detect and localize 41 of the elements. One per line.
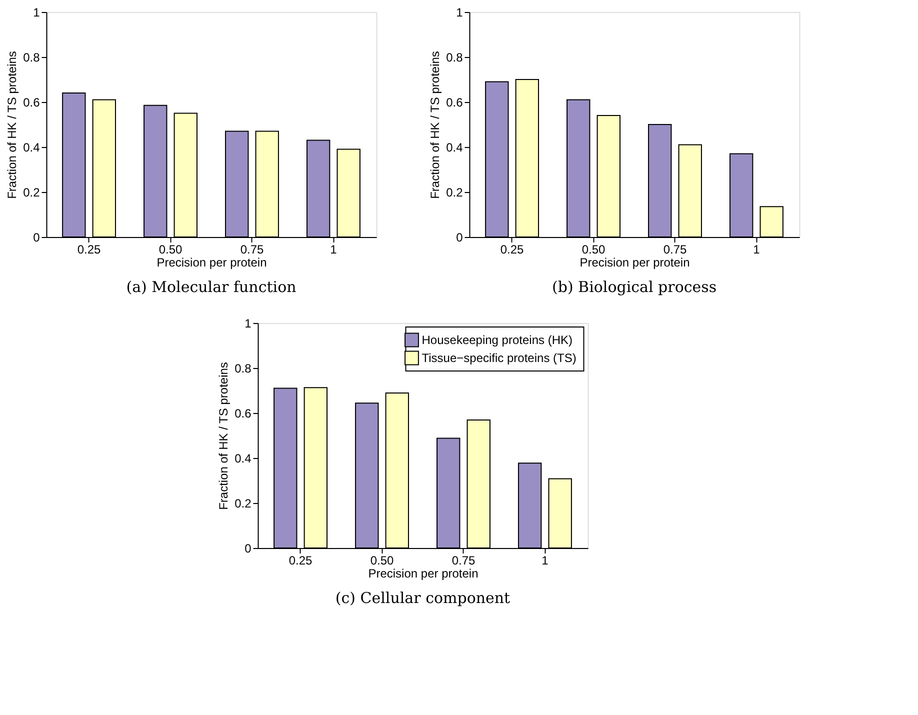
x-tick-label: 0.25 [77, 242, 102, 256]
text: (c) Cellular component [335, 589, 510, 607]
x-tick-label: 0.75 [663, 242, 687, 256]
y-axis-title: Fraction of HK / TS proteins [428, 51, 442, 199]
x-tick-label: 0.25 [288, 554, 313, 568]
y-tick-label: 0.6 [234, 406, 252, 420]
legend-label: Tissue−specific proteins (TS) [422, 351, 576, 365]
y-tick-label: 0.6 [446, 96, 464, 110]
text: (a) Molecular function [126, 278, 297, 296]
x-tick-label: 0.75 [240, 242, 264, 256]
y-tick-label: 0.4 [446, 140, 464, 154]
x-axis-title: Precision per protein [156, 256, 267, 270]
x-axis-title: Precision per protein [368, 566, 478, 580]
x-tick-label: 0.50 [370, 554, 394, 568]
x-tick-label: 1 [753, 242, 760, 256]
y-tick-label: 0.4 [234, 452, 252, 466]
x-axis-title: Precision per protein [580, 256, 690, 270]
x-tick-label: 0.50 [158, 242, 183, 256]
y-tick-label: 1 [244, 316, 252, 330]
x-tick-label: 0.25 [500, 242, 524, 256]
y-tick-label: 0 [33, 230, 40, 244]
y-tick-label: 0.8 [446, 50, 464, 64]
y-tick-label: 0.2 [23, 186, 40, 200]
y-tick-label: 0.2 [234, 496, 252, 510]
x-tick-label: 1 [542, 554, 549, 568]
x-tick-label: 0.50 [582, 242, 606, 256]
y-tick-label: 0.2 [446, 186, 464, 200]
y-tick-label: 1 [456, 6, 464, 20]
legend-label: Housekeeping proteins (HK) [422, 333, 572, 347]
y-tick-label: 1 [33, 6, 40, 20]
y-tick-label: 0.8 [234, 362, 252, 376]
y-tick-label: 0.4 [23, 140, 40, 154]
y-tick-label: 0.8 [23, 50, 40, 64]
y-tick-label: 0.6 [23, 96, 40, 110]
y-tick-label: 0 [244, 542, 252, 556]
y-axis-title: Fraction of HK / TS proteins [216, 362, 231, 510]
y-tick-label: 0 [456, 230, 464, 244]
x-tick-label: 0.75 [452, 554, 476, 568]
text: (b) Biological process [552, 278, 717, 296]
y-axis-title: Fraction of HK / TS proteins [5, 51, 20, 199]
x-tick-label: 1 [330, 242, 338, 256]
